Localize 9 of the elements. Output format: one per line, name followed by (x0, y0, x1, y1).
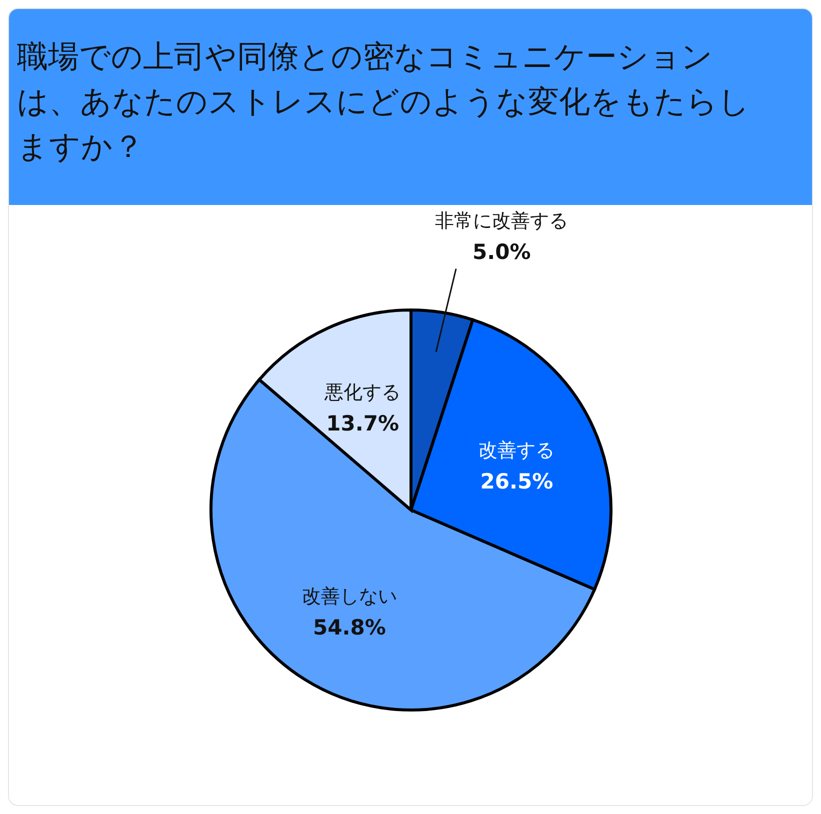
data-label: 5.0% (472, 240, 531, 264)
slice-label: 非常に改善する (435, 210, 568, 232)
chart-title: 職場での上司や同僚との密なコミュニケーションは、あなたのストレスにどのような変化をもたらしますか？ (17, 38, 751, 167)
data-label: 26.5% (480, 469, 554, 494)
data-label: 54.8% (313, 615, 386, 640)
slice-label: 改善する (478, 439, 555, 462)
data-label: 13.7% (326, 412, 400, 436)
slice-label: 改善しない (302, 585, 397, 608)
slice-label: 悪化する (324, 382, 401, 404)
